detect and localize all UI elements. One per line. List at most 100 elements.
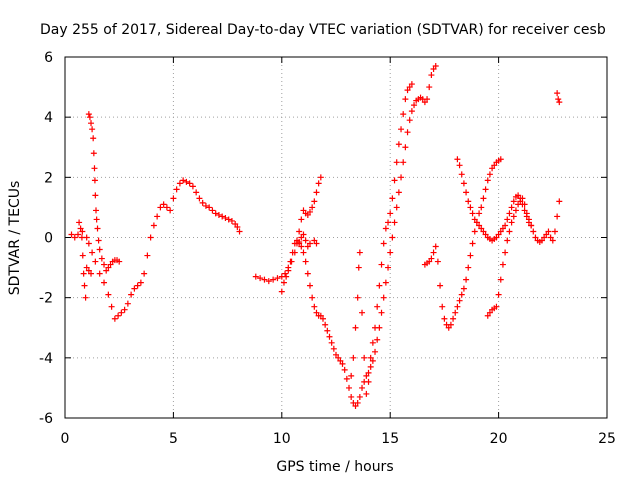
data-point (144, 252, 151, 259)
data-point (317, 174, 324, 181)
data-point (382, 225, 389, 232)
data-point (328, 339, 335, 346)
data-point (426, 258, 433, 265)
data-point (309, 294, 316, 301)
data-point (232, 220, 239, 227)
x-tick-label: 10 (273, 431, 291, 447)
data-point (86, 114, 93, 121)
data-point (85, 111, 92, 118)
data-point (556, 198, 563, 205)
data-point (395, 141, 402, 148)
chart-title: Day 255 of 2017, Sidereal Day-to-day VTE… (40, 22, 606, 38)
data-point (337, 357, 344, 364)
data-point (280, 279, 287, 286)
data-point (343, 375, 350, 382)
data-point (359, 384, 366, 391)
y-tick-labels: -6 -4 -2 0 2 4 6 (39, 50, 53, 427)
data-point (515, 192, 522, 199)
data-point (543, 231, 550, 238)
data-point (515, 201, 522, 208)
data-point (300, 207, 307, 214)
data-point (491, 162, 498, 169)
data-point (408, 81, 415, 88)
data-point (554, 213, 561, 220)
data-point (77, 225, 84, 232)
data-point (88, 270, 95, 277)
data-point (499, 225, 506, 232)
data-point (478, 225, 485, 232)
data-point (94, 225, 101, 232)
data-point (363, 390, 370, 397)
data-point (463, 276, 470, 283)
data-point (98, 255, 105, 262)
data-point (354, 399, 361, 406)
data-point (506, 228, 513, 235)
data-point (465, 264, 472, 271)
data-point (478, 204, 485, 211)
data-point (497, 156, 504, 163)
x-tick-labels: 0 5 10 15 20 25 (61, 431, 616, 447)
data-point (400, 111, 407, 118)
data-series (296, 231, 320, 250)
data-point (296, 240, 303, 247)
data-point (111, 315, 118, 322)
y-tick-label: -6 (39, 411, 53, 427)
data-point (504, 216, 511, 223)
data-point (519, 195, 526, 202)
data-point (521, 201, 528, 208)
y-tick-label: -2 (39, 291, 53, 307)
data-point (83, 264, 90, 271)
data-point (493, 303, 500, 310)
data-point (365, 369, 372, 376)
data-point (270, 276, 277, 283)
data-point (91, 177, 98, 184)
data-point (530, 228, 537, 235)
data-point (458, 171, 465, 178)
grid-lines (65, 57, 607, 418)
data-point (300, 249, 307, 256)
data-point (350, 354, 357, 361)
data-point (467, 204, 474, 211)
data-point (289, 249, 296, 256)
data-point (395, 189, 402, 196)
data-point (103, 267, 110, 274)
data-point (432, 243, 439, 250)
data-series (278, 63, 439, 409)
data-point (463, 189, 470, 196)
data-point (421, 99, 428, 106)
data-point (393, 159, 400, 166)
data-point (335, 354, 342, 361)
data-point (348, 393, 355, 400)
data-point (75, 231, 82, 238)
data-point (424, 96, 431, 103)
axis-ticks (64, 56, 608, 419)
data-point (141, 270, 148, 277)
data-point (404, 129, 411, 136)
data-point (93, 207, 100, 214)
data-point (298, 243, 305, 250)
data-point (313, 189, 320, 196)
data-point (324, 327, 331, 334)
data-point (398, 174, 405, 181)
data-point (495, 291, 502, 298)
y-tick-label: -4 (39, 351, 53, 367)
x-tick-label: 5 (169, 431, 178, 447)
data-point (367, 354, 374, 361)
data-point (404, 87, 411, 94)
data-point (137, 279, 144, 286)
data-point (428, 72, 435, 79)
data-point (333, 351, 339, 358)
data-point (506, 210, 513, 217)
data-point (346, 384, 353, 391)
data-point (167, 207, 174, 214)
data-point (300, 231, 307, 238)
data-point (549, 237, 556, 244)
data-point (101, 261, 108, 268)
data-point (372, 324, 379, 331)
x-tick-label: 0 (61, 431, 70, 447)
data-point (460, 285, 467, 292)
data-point (311, 198, 318, 205)
data-point (319, 315, 326, 322)
data-point (389, 234, 396, 241)
data-point (93, 216, 100, 223)
